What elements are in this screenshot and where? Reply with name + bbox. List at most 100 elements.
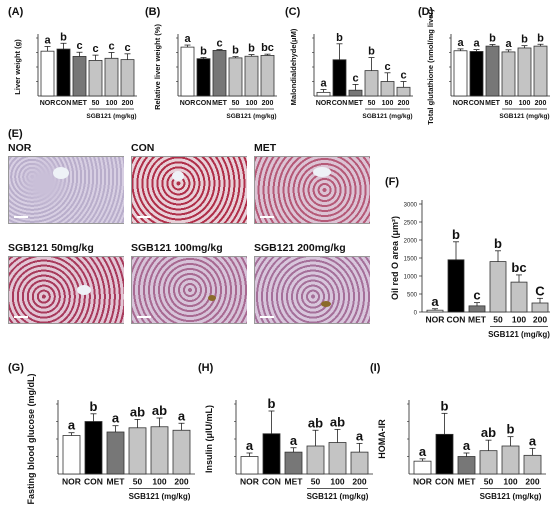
significance-letter: ab bbox=[152, 403, 167, 418]
x-tick-label: CON bbox=[196, 100, 212, 107]
bar-MET bbox=[485, 45, 500, 97]
significance-letter: bc bbox=[511, 260, 526, 275]
x-tick-label: 200 bbox=[262, 100, 274, 107]
scale-bar bbox=[14, 316, 28, 318]
significance-letter: b bbox=[494, 236, 502, 251]
x-tick-label: CON bbox=[84, 477, 103, 487]
micrograph-image bbox=[8, 156, 124, 224]
x-tick-label: MET bbox=[285, 477, 304, 487]
x-tick-label: NOR bbox=[180, 100, 196, 107]
bar-CON bbox=[435, 433, 454, 475]
significance-letter: b bbox=[489, 32, 496, 44]
bar-NOR bbox=[426, 309, 444, 313]
y-axis-label: Insulin (μIU/mL) bbox=[204, 405, 214, 473]
chart-relative-liver-weight: Relative liver weight (%) a NOR b CON c MET b 50… bbox=[153, 24, 277, 120]
bar-CON bbox=[332, 59, 347, 97]
bar-50 bbox=[228, 57, 243, 97]
x-tick-label: 200 bbox=[535, 100, 547, 107]
significance-letter: b bbox=[200, 45, 207, 57]
significance-letter: c bbox=[400, 70, 406, 82]
panel-label-f: (F) bbox=[385, 176, 400, 188]
x-group-label: SGB121 (mg/kg) bbox=[362, 113, 412, 120]
micrograph-image bbox=[254, 256, 370, 324]
significance-letter: b bbox=[60, 31, 67, 43]
bar-NOR bbox=[40, 50, 55, 97]
micrograph-sgb200: SGB121 200mg/kg bbox=[254, 242, 370, 338]
bar-MET bbox=[106, 431, 125, 475]
x-tick-label: 200 bbox=[352, 477, 366, 487]
significance-letter: a bbox=[112, 411, 120, 426]
y-tick-label: 3000 bbox=[404, 203, 418, 209]
y-axis-label: Total glutathione (nmol/mg liver) bbox=[426, 9, 435, 125]
vessel-lumen bbox=[172, 171, 184, 181]
x-tick-label: 100 bbox=[330, 477, 344, 487]
x-tick-label: 200 bbox=[525, 477, 539, 487]
y-axis-label: Malondialdehyde(μM) bbox=[289, 28, 298, 105]
micrograph-sgb50: SGB121 50mg/kg bbox=[8, 242, 124, 338]
panel-label-i: (I) bbox=[370, 362, 381, 374]
x-group-label: SGB121 (mg/kg) bbox=[226, 113, 276, 120]
x-tick-label: CON bbox=[56, 100, 72, 107]
significance-letter: b bbox=[248, 43, 255, 55]
x-tick-label: NOR bbox=[62, 477, 81, 487]
y-tick-label: 2000 bbox=[404, 239, 418, 245]
bar-NOR bbox=[62, 435, 81, 475]
x-group-label: SGB121 (mg/kg) bbox=[488, 330, 550, 339]
bar-200 bbox=[533, 45, 548, 97]
significance-letter: a bbox=[246, 438, 254, 453]
x-tick-label: 200 bbox=[122, 100, 134, 107]
scale-bar bbox=[137, 216, 151, 218]
significance-letter: b bbox=[537, 32, 544, 44]
bar-50 bbox=[128, 427, 147, 475]
bar-CON bbox=[56, 48, 71, 97]
panel-label-b: (B) bbox=[145, 6, 161, 18]
bar-100 bbox=[244, 55, 259, 97]
x-tick-label: 100 bbox=[503, 477, 517, 487]
y-tick-label: 500 bbox=[407, 293, 418, 299]
x-tick-label: 100 bbox=[246, 100, 258, 107]
x-tick-label: 50 bbox=[493, 315, 503, 325]
x-tick-label: 100 bbox=[106, 100, 118, 107]
significance-letter: c bbox=[76, 40, 82, 52]
x-tick-label: NOR bbox=[453, 100, 469, 107]
significance-letter: a bbox=[68, 418, 76, 433]
bar-50 bbox=[88, 60, 103, 97]
scale-bar bbox=[14, 216, 28, 218]
x-tick-label: MET bbox=[468, 315, 487, 325]
bar-100 bbox=[380, 81, 395, 97]
significance-letter: a bbox=[44, 34, 51, 46]
bar-NOR bbox=[316, 91, 331, 97]
scale-bar bbox=[260, 216, 274, 218]
x-tick-label: CON bbox=[447, 315, 466, 325]
chart-total-glutathione: Total glutathione (nmol/mg liver) a NOR a CO… bbox=[426, 9, 550, 125]
significance-letter: a bbox=[290, 433, 298, 448]
x-tick-label: MET bbox=[485, 100, 501, 107]
significance-letter: a bbox=[431, 294, 439, 309]
micrograph-nor: NOR bbox=[8, 142, 124, 238]
panel-label-a: (A) bbox=[8, 6, 24, 18]
bar-MET bbox=[72, 56, 87, 97]
x-tick-label: NOR bbox=[316, 100, 332, 107]
x-tick-label: 200 bbox=[398, 100, 410, 107]
significance-letter: b bbox=[441, 398, 449, 413]
x-tick-label: CON bbox=[262, 477, 281, 487]
y-tick-label: 0 bbox=[414, 311, 418, 317]
bar-200 bbox=[120, 59, 135, 97]
x-group-label: SGB121 (mg/kg) bbox=[307, 492, 369, 501]
y-axis-label: Oil red O area (μm²) bbox=[390, 216, 400, 300]
bile-duct bbox=[321, 301, 331, 307]
micrograph-caption: SGB121 200mg/kg bbox=[254, 242, 346, 254]
micrograph-caption: NOR bbox=[8, 142, 32, 154]
significance-letter: c bbox=[384, 61, 390, 73]
bar-CON bbox=[469, 51, 484, 97]
bar-200 bbox=[396, 86, 411, 97]
x-tick-label: 50 bbox=[368, 100, 376, 107]
x-tick-label: 200 bbox=[174, 477, 188, 487]
y-tick-label: 2500 bbox=[404, 221, 418, 227]
significance-letter: a bbox=[529, 433, 537, 448]
chart-insulin: Insulin (μIU/mL) a NOR b CON a MET ab 50 ab 100 a 20… bbox=[204, 396, 373, 501]
x-tick-label: 50 bbox=[505, 100, 513, 107]
x-tick-label: MET bbox=[72, 100, 88, 107]
x-tick-label: CON bbox=[332, 100, 348, 107]
x-tick-label: NOR bbox=[40, 100, 56, 107]
